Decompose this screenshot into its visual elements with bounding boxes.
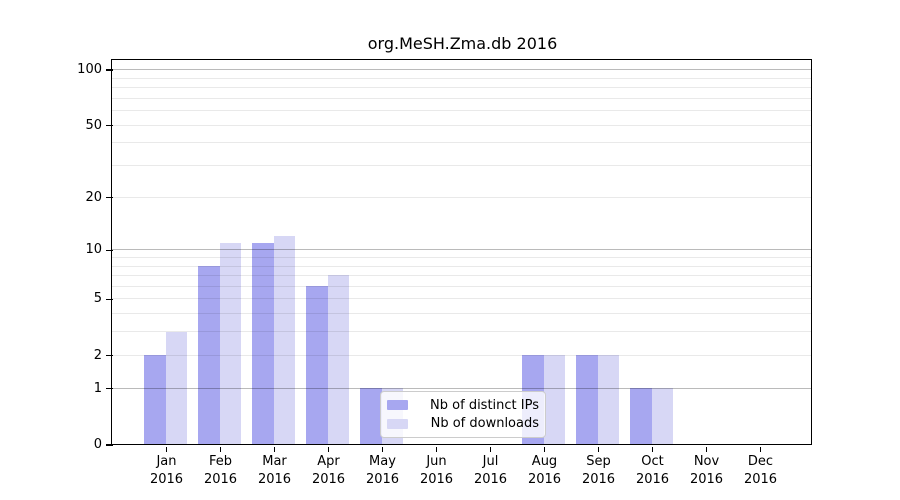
x-tick-mark-apr (327, 446, 330, 452)
bar-distinct-ips-may (360, 388, 382, 445)
gridline-minor-9 (112, 256, 812, 258)
x-tick-mark-oct (651, 446, 654, 452)
y-tick-mark-0 (106, 444, 113, 446)
bar-distinct-ips-oct (630, 388, 652, 445)
y-tick-mark-50 (106, 124, 113, 127)
gridline-minor-5 (112, 297, 812, 299)
chart-title: org.MeSH.Zma.db 2016 (367, 34, 558, 53)
plot-area (111, 59, 813, 446)
gridline-minor-40 (112, 141, 812, 143)
y-tick-mark-10 (106, 249, 113, 251)
bar-distinct-ips-sep (576, 355, 598, 445)
x-tick-label-apr: Apr 2016 (311, 454, 346, 487)
y-tick-mark-1 (106, 388, 113, 390)
legend-item-distinct-ips: Nb of distinct IPs (387, 398, 539, 413)
x-tick-label-jun: Jun 2016 (419, 454, 454, 487)
x-tick-label-dec: Dec 2016 (743, 454, 778, 487)
x-tick-mark-jul (489, 446, 492, 452)
y-tick-mark-2 (106, 355, 113, 357)
gridline-major-100 (112, 68, 812, 70)
x-tick-label-mar: Mar 2016 (257, 454, 292, 487)
bar-distinct-ips-apr (306, 286, 328, 445)
bar-downloads-feb (219, 242, 242, 445)
gridline-major-1 (112, 387, 812, 389)
bar-downloads-oct (651, 388, 674, 445)
x-tick-label-oct: Oct 2016 (635, 454, 670, 487)
y-tick-label-1: 1 (93, 380, 102, 396)
x-tick-label-jul: Jul 2016 (473, 454, 508, 487)
bar-distinct-ips-mar (252, 242, 274, 445)
legend-label-downloads: Nb of downloads (430, 416, 539, 432)
y-tick-label-10: 10 (85, 242, 102, 258)
gridline-minor-70 (112, 97, 812, 99)
y-tick-label-5: 5 (93, 291, 102, 307)
gridline-minor-20 (112, 196, 812, 198)
gridline-minor-2 (112, 354, 812, 356)
bar-distinct-ips-feb (198, 265, 220, 445)
bar-downloads-mar (273, 236, 296, 445)
gridline-minor-6 (112, 285, 812, 287)
x-tick-label-sep: Sep 2016 (581, 454, 616, 487)
gridline-minor-80 (112, 86, 812, 88)
gridline-minor-90 (112, 77, 812, 79)
gridline-minor-60 (112, 109, 812, 111)
y-tick-mark-5 (106, 298, 113, 301)
bars-layer (112, 60, 811, 445)
x-tick-mark-mar (273, 446, 276, 452)
legend-swatch-distinct-ips (387, 400, 408, 410)
x-tick-label-jan: Jan 2016 (149, 454, 184, 487)
gridline-minor-4 (112, 312, 812, 314)
y-tick-label-50: 50 (85, 117, 102, 133)
x-tick-mark-may (381, 446, 384, 452)
y-tick-label-0: 0 (93, 437, 102, 452)
bar-downloads-aug (543, 355, 566, 445)
y-tick-label-2: 2 (93, 347, 102, 363)
x-tick-mark-dec (759, 446, 762, 452)
gridline-minor-3 (112, 330, 812, 332)
x-tick-mark-feb (219, 446, 222, 452)
y-tick-mark-20 (106, 197, 113, 199)
bar-distinct-ips-jan (144, 355, 166, 445)
bar-downloads-apr (327, 275, 350, 445)
bar-downloads-sep (597, 355, 620, 445)
x-tick-label-nov: Nov 2016 (689, 454, 724, 487)
x-tick-label-feb: Feb 2016 (203, 454, 238, 487)
legend-item-downloads: Nb of downloads (387, 416, 539, 431)
gridline-minor-50 (112, 124, 812, 126)
x-tick-label-aug: Aug 2016 (527, 454, 562, 487)
x-tick-mark-jun (435, 446, 438, 452)
gridline-minor-8 (112, 265, 812, 267)
legend-swatch-downloads (387, 419, 408, 429)
x-tick-mark-aug (543, 446, 546, 452)
gridline-major-10 (112, 248, 812, 250)
x-tick-mark-sep (597, 446, 600, 452)
y-tick-label-20: 20 (85, 189, 102, 205)
legend-label-distinct-ips: Nb of distinct IPs (430, 397, 539, 413)
bar-downloads-jan (165, 331, 188, 445)
gridline-minor-7 (112, 274, 812, 276)
gridlines-layer (112, 60, 812, 444)
legend: Nb of distinct IPs Nb of downloads (380, 391, 546, 438)
gridline-minor-30 (112, 164, 812, 166)
x-tick-label-may: May 2016 (365, 454, 400, 487)
x-tick-mark-jan (165, 446, 168, 452)
y-tick-label-100: 100 (77, 62, 102, 78)
x-tick-mark-nov (705, 446, 708, 452)
y-tick-mark-100 (106, 69, 113, 71)
